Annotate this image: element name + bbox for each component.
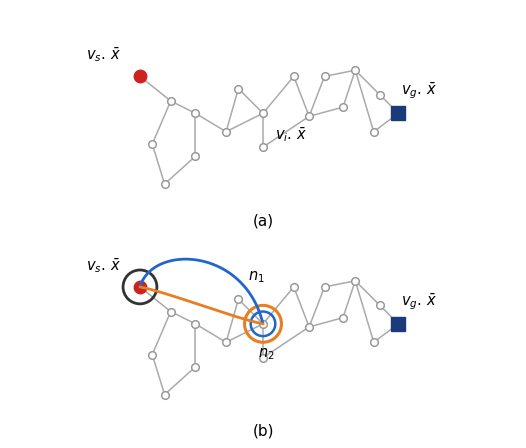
Text: $n_1$: $n_1$ — [248, 270, 265, 285]
Text: $n_2$: $n_2$ — [258, 346, 275, 362]
Text: $v_s.\,\bar{x}$: $v_s.\,\bar{x}$ — [86, 256, 122, 275]
Text: $v_s.\,\bar{x}$: $v_s.\,\bar{x}$ — [86, 45, 122, 64]
Text: $v_g.\,\bar{x}$: $v_g.\,\bar{x}$ — [401, 80, 438, 101]
Text: (b): (b) — [252, 424, 274, 439]
Text: $v_i.\,\bar{x}$: $v_i.\,\bar{x}$ — [275, 125, 308, 144]
Text: $v_g.\,\bar{x}$: $v_g.\,\bar{x}$ — [401, 291, 438, 311]
Text: (a): (a) — [252, 213, 274, 228]
